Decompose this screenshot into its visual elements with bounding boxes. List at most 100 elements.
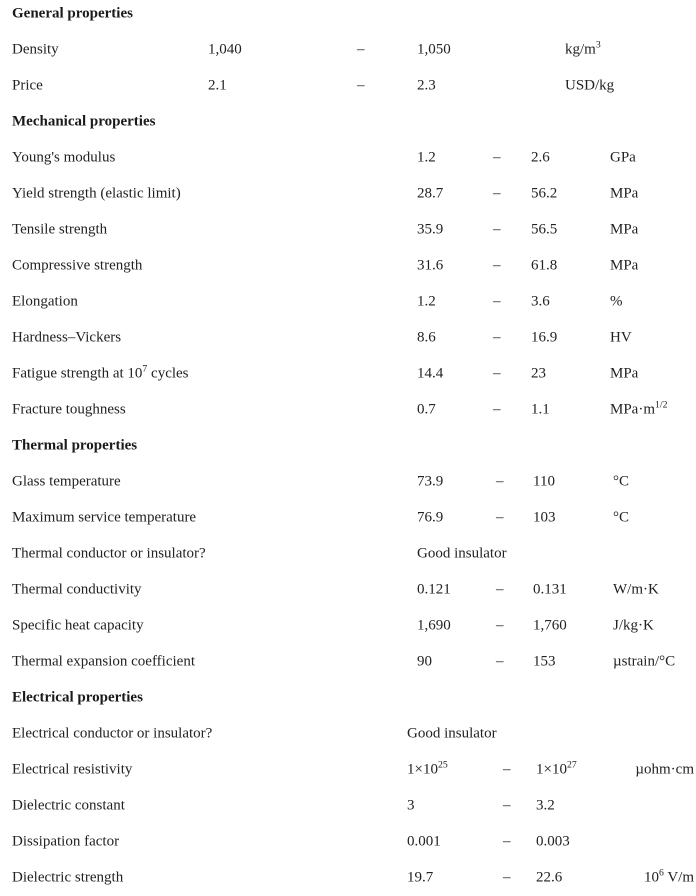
property-row-dissipation-factor: Dissipation factor 0.001 – 0.003: [0, 824, 696, 860]
range-dash: –: [493, 293, 501, 310]
property-min-value: 3: [407, 797, 415, 814]
property-unit: °C: [613, 509, 630, 526]
property-unit: MPa·m1/2: [610, 399, 668, 418]
property-unit: MPa: [610, 257, 639, 274]
property-max-value: 56.2: [531, 185, 558, 202]
property-max-value: 2.3: [417, 77, 436, 94]
range-dash: –: [493, 401, 501, 418]
property-unit: MPa: [610, 185, 639, 202]
property-unit: µohm·cm: [635, 761, 694, 778]
property-unit: W/m·K: [613, 581, 659, 598]
property-unit: °C: [613, 473, 630, 490]
property-unit: J/kg·K: [613, 617, 654, 634]
property-row-max-service-temperature: Maximum service temperature 76.9 – 103 °…: [0, 500, 696, 536]
property-label: Hardness–Vickers: [12, 329, 122, 346]
property-min-value: 0.001: [407, 833, 441, 850]
range-dash: –: [496, 617, 504, 634]
range-dash: –: [496, 653, 504, 670]
range-dash: –: [496, 473, 504, 490]
property-row-thermal-expansion-coefficient: Thermal expansion coefficient 90 – 153 µ…: [0, 644, 696, 680]
property-min-value: 76.9: [417, 509, 444, 526]
property-max-value: 3.2: [536, 797, 555, 814]
property-max-value: 23: [531, 365, 546, 382]
property-row-price: Price 2.1 – 2.3 USD/kg: [0, 68, 696, 104]
property-min-value: 1,040: [208, 41, 242, 58]
property-row-thermal-conductor-or-insulator: Thermal conductor or insulator? Good ins…: [0, 536, 696, 572]
property-row-specific-heat-capacity: Specific heat capacity 1,690 – 1,760 J/k…: [0, 608, 696, 644]
property-label: Density: [12, 41, 59, 58]
property-row-yield-strength: Yield strength (elastic limit) 28.7 – 56…: [0, 176, 696, 212]
range-dash: –: [493, 185, 501, 202]
property-min-value: 35.9: [417, 221, 444, 238]
property-min-value: 8.6: [417, 329, 436, 346]
property-min-value: 31.6: [417, 257, 444, 274]
property-max-value: 110: [533, 473, 555, 490]
property-label: Dielectric strength: [12, 869, 124, 886]
property-row-electrical-resistivity: Electrical resistivity 1×1025 – 1×1027 µ…: [0, 752, 696, 788]
property-max-value: 22.6: [536, 869, 563, 886]
property-min-value: 0.7: [417, 401, 436, 418]
section-thermal-properties: Thermal properties Glass temperature 73.…: [0, 428, 696, 680]
range-dash: –: [496, 509, 504, 526]
range-dash: –: [496, 581, 504, 598]
property-text-value: Good insulator: [407, 725, 497, 742]
property-label: Compressive strength: [12, 257, 143, 274]
property-min-value: 1×1025: [407, 759, 448, 778]
range-dash: –: [503, 797, 511, 814]
property-max-value: 1.1: [531, 401, 550, 418]
range-dash: –: [493, 221, 501, 238]
property-row-thermal-conductivity: Thermal conductivity 0.121 – 0.131 W/m·K: [0, 572, 696, 608]
property-row-density: Density 1,040 – 1,050 kg/m3: [0, 32, 696, 68]
property-row-glass-temperature: Glass temperature 73.9 – 110 °C: [0, 464, 696, 500]
property-row-fatigue-strength: Fatigue strength at 107 cycles 14.4 – 23…: [0, 356, 696, 392]
section-title: Electrical properties: [12, 689, 143, 706]
section-title: Thermal properties: [12, 437, 138, 454]
property-label: Fatigue strength at 107 cycles: [12, 363, 189, 382]
property-min-value: 2.1: [208, 77, 227, 94]
property-min-value: 1,690: [417, 617, 451, 634]
section-title: Mechanical properties: [12, 113, 156, 130]
section-general-properties: General properties Density 1,040 – 1,050…: [0, 0, 696, 104]
property-max-value: 0.003: [536, 833, 570, 850]
property-label: Specific heat capacity: [12, 617, 144, 634]
property-max-value: 1,760: [533, 617, 567, 634]
property-label: Glass temperature: [12, 473, 121, 490]
property-max-value: 153: [533, 653, 556, 670]
section-header: Electrical properties: [0, 680, 696, 716]
property-label: Dissipation factor: [12, 833, 120, 850]
property-row-elongation: Elongation 1.2 – 3.6 %: [0, 284, 696, 320]
property-max-value: 103: [533, 509, 556, 526]
range-dash: –: [493, 365, 501, 382]
property-min-value: 1.2: [417, 293, 436, 310]
property-label: Young's modulus: [12, 149, 116, 166]
property-max-value: 2.6: [531, 149, 550, 166]
property-row-dielectric-strength: Dielectric strength 19.7 – 22.6 106 V/m: [0, 860, 696, 896]
section-electrical-properties: Electrical properties Electrical conduct…: [0, 680, 696, 896]
property-unit: MPa: [610, 221, 639, 238]
property-unit: µstrain/°C: [613, 653, 676, 670]
property-row-hardness-vickers: Hardness–Vickers 8.6 – 16.9 HV: [0, 320, 696, 356]
range-dash: –: [493, 149, 501, 166]
property-min-value: 73.9: [417, 473, 444, 490]
property-label: Electrical conductor or insulator?: [12, 725, 213, 742]
property-row-dielectric-constant: Dielectric constant 3 – 3.2: [0, 788, 696, 824]
property-text-value: Good insulator: [417, 545, 507, 562]
property-unit: MPa: [610, 365, 639, 382]
range-dash: –: [503, 761, 511, 778]
property-label: Yield strength (elastic limit): [12, 185, 181, 202]
property-label: Thermal conductor or insulator?: [12, 545, 206, 562]
property-max-value: 3.6: [531, 293, 550, 310]
range-dash: –: [357, 41, 365, 58]
property-unit: HV: [610, 329, 632, 346]
property-max-value: 1,050: [417, 41, 451, 58]
section-mechanical-properties: Mechanical properties Young's modulus 1.…: [0, 104, 696, 428]
range-dash: –: [503, 869, 511, 886]
property-label: Maximum service temperature: [12, 509, 197, 526]
range-dash: –: [493, 257, 501, 274]
property-min-value: 0.121: [417, 581, 451, 598]
range-dash: –: [503, 833, 511, 850]
property-max-value: 56.5: [531, 221, 558, 238]
property-label: Electrical resistivity: [12, 761, 133, 778]
property-label: Price: [12, 77, 43, 94]
